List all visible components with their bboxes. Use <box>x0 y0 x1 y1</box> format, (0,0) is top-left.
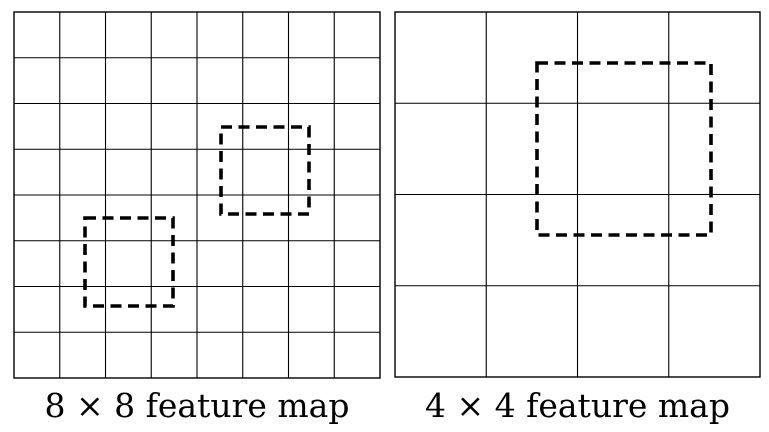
right-feature-map-caption: 4 × 4 feature map <box>425 386 730 425</box>
left-feature-map-8x8 <box>13 11 381 379</box>
lower-left-dashed-box <box>83 216 175 308</box>
upper-right-dashed-box <box>219 125 311 216</box>
right-dashed-box <box>535 61 713 237</box>
right-feature-map-4x4 <box>394 11 761 378</box>
left-feature-map-caption: 8 × 8 feature map <box>44 386 350 425</box>
